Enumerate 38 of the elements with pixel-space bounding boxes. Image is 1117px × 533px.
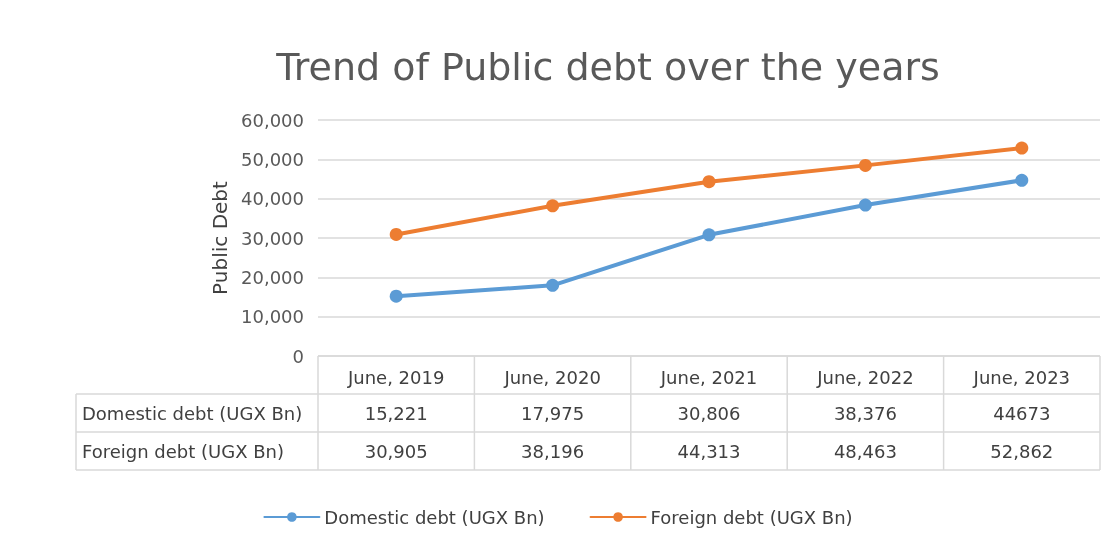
data-label: 15,221 xyxy=(364,402,428,424)
x-tick-label: June, 2022 xyxy=(816,366,914,388)
x-tick-label: June, 2021 xyxy=(659,366,758,388)
text: Foreign debt (UGX Bn) xyxy=(82,440,285,462)
point xyxy=(389,227,403,241)
y-tick-label: 50,000 xyxy=(241,148,304,170)
data-label: 44673 xyxy=(993,402,1051,424)
y-tick-label: 30,000 xyxy=(241,227,304,249)
x-tick-label: June, 2020 xyxy=(503,366,601,388)
y-tick-label: 20,000 xyxy=(241,266,304,288)
x-tick-label: June, 2023 xyxy=(972,366,1071,388)
text: Domestic debt (UGX Bn) xyxy=(82,402,303,424)
point xyxy=(858,158,872,172)
legend-label: Domestic debt (UGX Bn) xyxy=(324,506,545,528)
point xyxy=(1015,141,1029,155)
chart-title: Trend of Public debt over the years xyxy=(275,45,940,89)
y-axis-title: Public Debt xyxy=(208,180,232,295)
data-label: 17,975 xyxy=(521,402,585,424)
y-tick-label: 60,000 xyxy=(241,109,304,131)
point xyxy=(1015,173,1029,187)
y-tick-label: 40,000 xyxy=(241,188,304,210)
data-label: 38,196 xyxy=(521,440,585,462)
point xyxy=(702,175,716,189)
point xyxy=(546,199,560,213)
point xyxy=(858,198,872,212)
y-tick-label: 0 xyxy=(292,345,304,367)
x-tick-label: June, 2019 xyxy=(346,366,445,388)
y-tick-label: 10,000 xyxy=(241,306,304,328)
legend-label: Foreign debt (UGX Bn) xyxy=(650,506,853,528)
data-label: 30,806 xyxy=(677,402,741,424)
data-label: 48,463 xyxy=(833,440,897,462)
data-label: 52,862 xyxy=(990,440,1054,462)
point xyxy=(702,228,716,242)
data-label: 38,376 xyxy=(833,402,897,424)
data-label: 30,905 xyxy=(364,440,428,462)
point xyxy=(389,289,403,303)
point xyxy=(546,278,560,292)
data-label: 44,313 xyxy=(677,440,741,462)
